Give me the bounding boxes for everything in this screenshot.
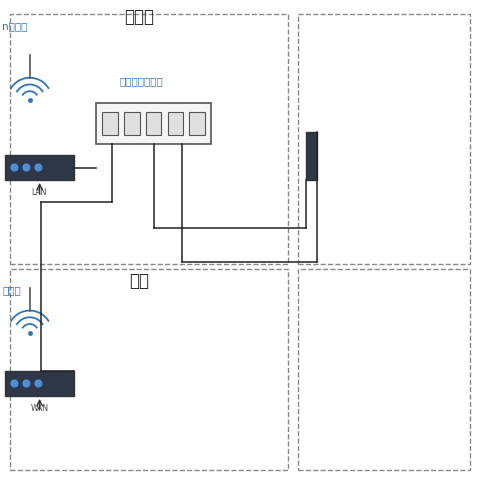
Text: 弱电箱: 弱电箱: [124, 9, 154, 26]
Circle shape: [35, 164, 42, 171]
Bar: [96, 103, 211, 144]
Circle shape: [35, 380, 42, 387]
Bar: [306, 132, 317, 180]
Text: LAN: LAN: [32, 188, 47, 197]
Circle shape: [11, 380, 18, 387]
Bar: [168, 112, 183, 135]
Text: 客厅: 客厅: [129, 272, 149, 290]
Bar: [5, 371, 74, 396]
Circle shape: [11, 164, 18, 171]
Bar: [146, 112, 161, 135]
Bar: [102, 112, 118, 135]
Circle shape: [23, 380, 30, 387]
Text: n主路由: n主路由: [2, 21, 28, 31]
Text: 千兆五口交换机: 千兆五口交换机: [120, 76, 164, 86]
Bar: [124, 112, 140, 135]
Circle shape: [23, 164, 30, 171]
Bar: [190, 112, 205, 135]
Text: 子路由: 子路由: [2, 285, 21, 295]
Text: WAN: WAN: [30, 404, 48, 413]
Bar: [5, 155, 74, 180]
